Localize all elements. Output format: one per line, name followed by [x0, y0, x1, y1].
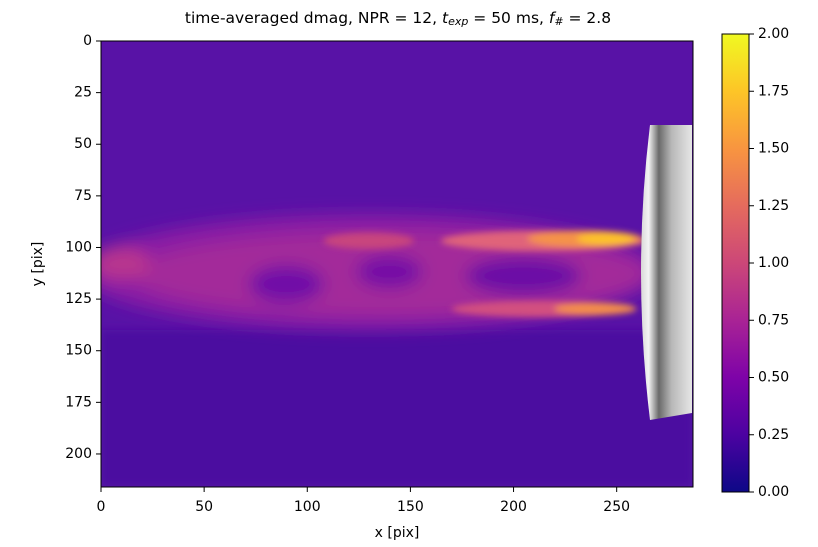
- x-axis-label: x [pix]: [375, 525, 420, 541]
- title-part: t: [442, 9, 449, 27]
- y-tick-label: 0: [83, 33, 92, 49]
- x-tick-label: 200: [500, 499, 527, 515]
- colorbar-tick-label: 1.75: [758, 83, 789, 99]
- x-tick-label: 250: [603, 499, 630, 515]
- colorbar: [721, 33, 750, 493]
- colorbar-tick-label: 1.50: [758, 141, 789, 157]
- y-axis-label: y [pix]: [30, 242, 46, 287]
- y-tick-label: 50: [74, 136, 92, 152]
- chart-title: time-averaged dmag, NPR = 12, texp = 50 …: [185, 9, 611, 29]
- colorbar-tick-label: 0.25: [758, 427, 789, 443]
- x-tick-label: 0: [97, 499, 106, 515]
- title-part: = 50 ms,: [468, 9, 549, 27]
- x-tick-label: 100: [294, 499, 321, 515]
- y-tick-label: 150: [65, 343, 92, 359]
- y-tick-label: 75: [74, 188, 92, 204]
- x-tick-label: 50: [195, 499, 213, 515]
- colorbar-tick-label: 2.00: [758, 26, 789, 42]
- y-tick-label: 175: [65, 394, 92, 410]
- title-part: = 2.8: [564, 9, 612, 27]
- y-tick-label: 25: [74, 85, 92, 101]
- title-part: time-averaged dmag, NPR = 12,: [185, 9, 442, 27]
- x-tick-label: 150: [397, 499, 424, 515]
- title-part: f: [549, 9, 557, 27]
- heatmap-image: [101, 41, 693, 487]
- y-tick-label: 100: [65, 239, 92, 255]
- plot-frame: [100, 40, 694, 488]
- colorbar-tick-label: 0.75: [758, 312, 789, 328]
- y-tick-label: 125: [65, 291, 92, 307]
- colorbar-tick-label: 0.00: [758, 484, 789, 500]
- colorbar-tick-label: 1.00: [758, 255, 789, 271]
- title-part: #: [554, 15, 563, 28]
- colorbar-tick-label: 0.50: [758, 370, 789, 386]
- title-part: exp: [448, 15, 468, 28]
- colorbar-tick-label: 1.25: [758, 198, 789, 214]
- y-tick-label: 200: [65, 446, 92, 462]
